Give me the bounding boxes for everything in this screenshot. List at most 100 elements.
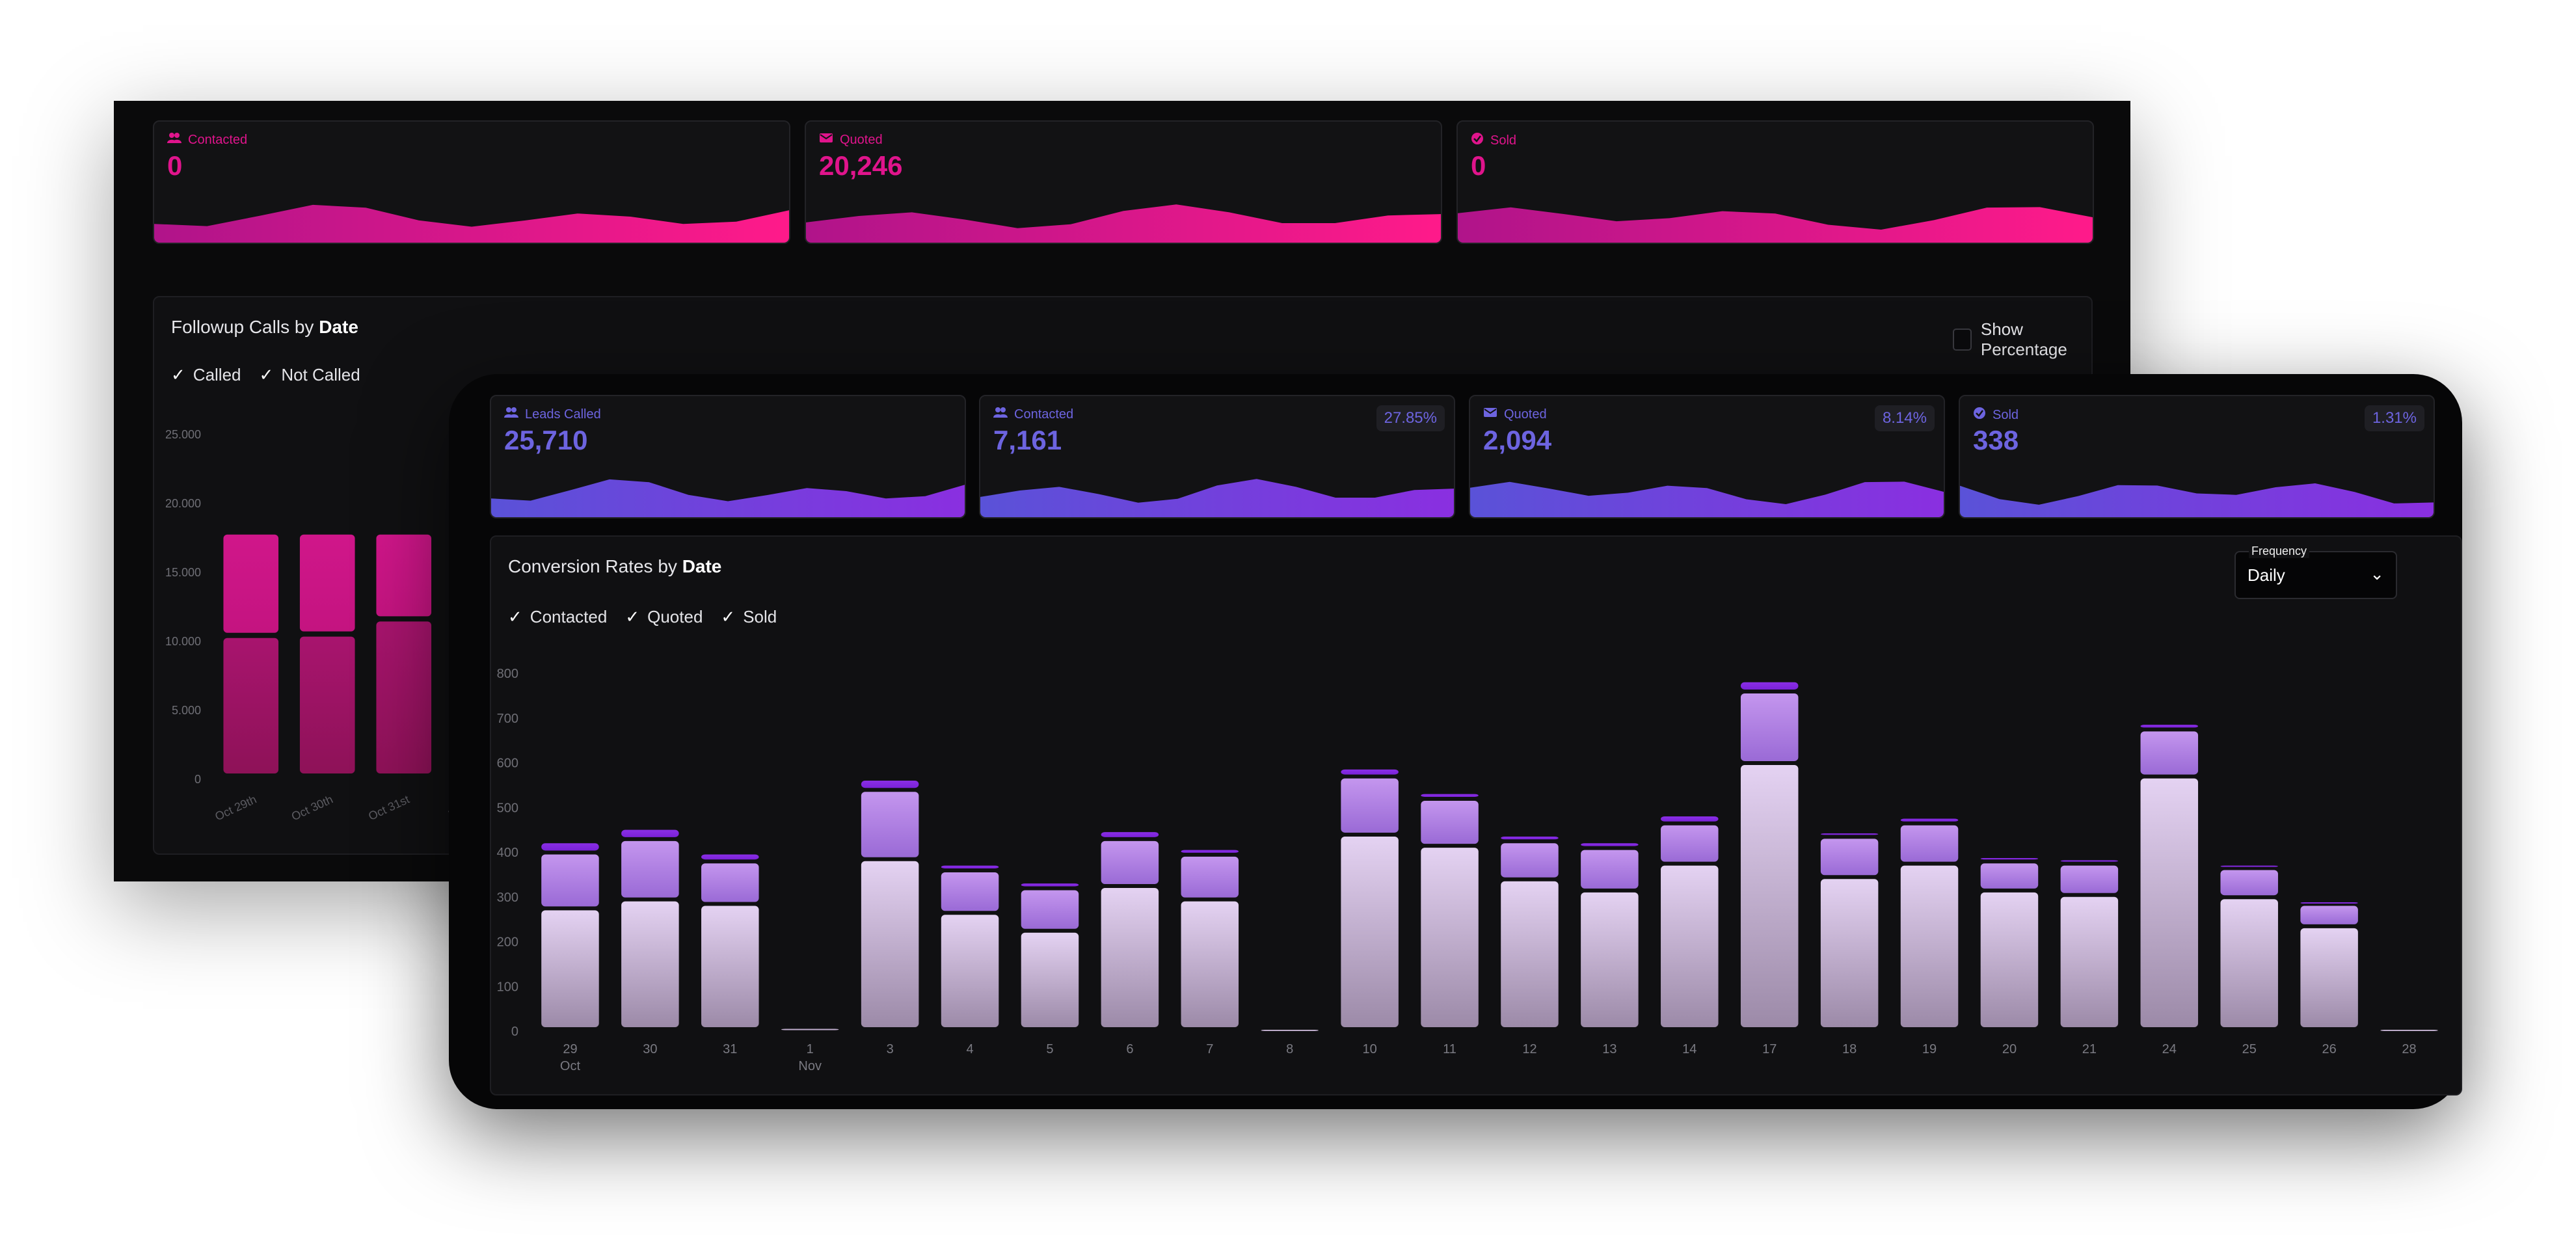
bar-sold[interactable] <box>1661 816 1719 822</box>
bar-contacted[interactable] <box>621 901 679 1027</box>
bar-contacted[interactable] <box>781 1028 839 1030</box>
bar-sold[interactable] <box>1341 769 1399 775</box>
bar-sold[interactable] <box>1501 836 1559 840</box>
stat-card-quoted: Quoted 20,246 <box>805 120 1442 244</box>
bar-contacted[interactable] <box>1501 881 1559 1027</box>
bar-contacted[interactable] <box>1581 892 1639 1027</box>
chevron-down-icon: ⌄ <box>2370 564 2384 584</box>
bar-quoted[interactable] <box>701 863 759 902</box>
y-tick-label: 700 <box>497 712 518 726</box>
bar-contacted[interactable] <box>1341 836 1399 1027</box>
bar-sold[interactable] <box>1740 682 1799 690</box>
legend-item-not-called[interactable]: ✓ Not Called <box>260 365 360 385</box>
x-tick-label: Oct 30th <box>289 792 335 823</box>
bar-quoted[interactable] <box>1900 825 1959 862</box>
bar-quoted[interactable] <box>2060 865 2119 893</box>
bar-contacted[interactable] <box>2220 899 2278 1027</box>
bar-contacted[interactable] <box>1101 888 1159 1027</box>
bar-quoted[interactable] <box>621 840 679 898</box>
bar-contacted[interactable] <box>2300 928 2358 1027</box>
bar-sold[interactable] <box>1101 832 1159 837</box>
bar-quoted[interactable] <box>861 792 919 857</box>
x-tick-label: 20 <box>2002 1042 2017 1056</box>
bar-contacted[interactable] <box>1980 892 2039 1027</box>
bar-not-called[interactable] <box>299 534 355 632</box>
checkbox[interactable] <box>1953 329 1972 351</box>
x-tick-label: 4 <box>966 1042 973 1056</box>
legend-item-contacted[interactable]: ✓ Contacted <box>508 607 607 627</box>
bar-sold[interactable] <box>621 829 679 837</box>
bar-quoted[interactable] <box>2300 906 2358 924</box>
bar-contacted[interactable] <box>2140 778 2199 1027</box>
bar-not-called[interactable] <box>223 534 279 633</box>
bar-quoted[interactable] <box>1661 825 1719 862</box>
bar-sold[interactable] <box>1181 850 1239 853</box>
bar-quoted[interactable] <box>1740 693 1799 761</box>
bar-quoted[interactable] <box>1980 863 2039 889</box>
bar-quoted[interactable] <box>1101 840 1159 884</box>
bar-sold[interactable] <box>2220 865 2278 867</box>
bar-quoted[interactable] <box>941 872 999 911</box>
bar-sold[interactable] <box>941 865 999 868</box>
bar-quoted[interactable] <box>1021 890 1079 929</box>
bar-not-called[interactable] <box>376 534 432 617</box>
bar-contacted[interactable] <box>1021 932 1079 1027</box>
bar-sold[interactable] <box>1820 833 1879 835</box>
bar-contacted[interactable] <box>1661 865 1719 1027</box>
bar-contacted[interactable] <box>1181 901 1239 1027</box>
legend-item-quoted[interactable]: ✓ Quoted <box>625 607 703 627</box>
bar-sold[interactable] <box>1900 818 1959 822</box>
bar-quoted[interactable] <box>1581 850 1639 889</box>
x-tick-label: 1 <box>807 1042 814 1056</box>
stat-value: 2,094 <box>1483 425 1552 455</box>
y-tick-label: 25.000 <box>165 428 201 441</box>
bar-called[interactable] <box>376 621 432 773</box>
bar-sold[interactable] <box>2140 725 2199 728</box>
bar-quoted[interactable] <box>1181 856 1239 898</box>
bar-quoted[interactable] <box>2220 870 2278 896</box>
bar-sold[interactable] <box>1021 883 1079 887</box>
x-tick-label: 13 <box>1602 1042 1617 1056</box>
bar-called[interactable] <box>299 636 355 773</box>
bar-contacted[interactable] <box>1900 865 1959 1027</box>
bar-contacted[interactable] <box>2380 1029 2438 1031</box>
bar-sold[interactable] <box>541 843 599 851</box>
bar-sold[interactable] <box>1421 794 1479 797</box>
bar-called[interactable] <box>223 638 279 773</box>
x-tick-label: 6 <box>1126 1042 1133 1056</box>
x-tick-label: 11 <box>1443 1042 1456 1056</box>
bar-sold[interactable] <box>701 854 759 860</box>
bar-sold[interactable] <box>2060 860 2119 862</box>
bar-contacted[interactable] <box>2060 896 2119 1027</box>
frequency-select[interactable]: Frequency Daily ⌄ <box>2234 544 2397 599</box>
sparkline-area <box>980 479 1454 517</box>
check-icon: ✓ <box>171 365 185 384</box>
bar-quoted[interactable] <box>1341 778 1399 833</box>
bar-contacted[interactable] <box>1740 764 1799 1027</box>
bar-sold[interactable] <box>1581 843 1639 846</box>
bar-quoted[interactable] <box>1820 839 1879 876</box>
bar-quoted[interactable] <box>2140 731 2199 775</box>
legend-item-called[interactable]: ✓ Called <box>171 365 241 385</box>
x-tick-label: 26 <box>2322 1042 2337 1056</box>
x-tick-label: 21 <box>2082 1042 2097 1056</box>
bar-contacted[interactable] <box>861 861 919 1027</box>
x-tick-sublabel: Oct <box>560 1059 581 1073</box>
bar-sold[interactable] <box>861 781 919 788</box>
bar-quoted[interactable] <box>1421 800 1479 844</box>
bar-contacted[interactable] <box>1261 1029 1319 1031</box>
legend-item-sold[interactable]: ✓ Sold <box>721 607 777 627</box>
show-percentage-toggle[interactable]: Show Percentage <box>1953 319 2091 360</box>
panel-title: Followup Calls by Date <box>171 317 358 337</box>
bar-quoted[interactable] <box>1501 843 1559 878</box>
bar-sold[interactable] <box>2300 902 2358 904</box>
x-tick-label: 8 <box>1286 1042 1293 1056</box>
bar-contacted[interactable] <box>1421 848 1479 1027</box>
bar-quoted[interactable] <box>541 854 599 907</box>
bar-contacted[interactable] <box>701 906 759 1028</box>
y-tick-label: 300 <box>497 891 518 905</box>
bar-contacted[interactable] <box>541 910 599 1027</box>
bar-sold[interactable] <box>1980 857 2039 860</box>
bar-contacted[interactable] <box>1820 879 1879 1027</box>
bar-contacted[interactable] <box>941 915 999 1027</box>
